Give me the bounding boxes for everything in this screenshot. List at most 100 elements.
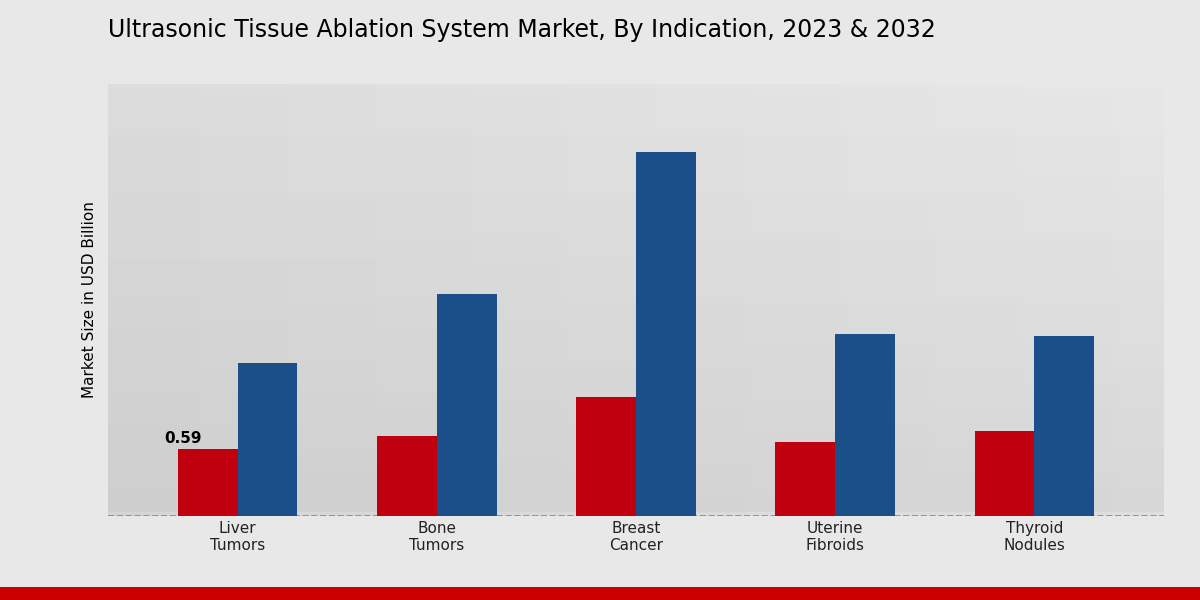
Bar — [372, 84, 379, 516]
Bar — [1037, 84, 1045, 516]
Bar — [108, 218, 1164, 227]
Bar — [636, 84, 643, 516]
Bar — [108, 192, 1164, 200]
Bar — [878, 84, 887, 516]
Bar — [420, 84, 427, 516]
Bar — [678, 84, 685, 516]
Bar — [1034, 337, 1094, 516]
Bar — [647, 84, 654, 516]
Bar — [288, 84, 295, 516]
Bar — [108, 88, 1164, 97]
Bar — [842, 84, 850, 516]
Bar — [108, 438, 1164, 447]
Bar — [588, 84, 596, 516]
Bar — [108, 408, 1164, 416]
Bar — [108, 231, 1164, 239]
Bar — [1027, 84, 1034, 516]
Bar — [108, 347, 1164, 356]
Bar — [108, 455, 1164, 464]
Bar — [108, 352, 1164, 361]
Bar — [737, 84, 744, 516]
Bar — [108, 283, 1164, 292]
Bar — [964, 84, 971, 516]
Bar — [108, 443, 1164, 451]
Bar — [847, 84, 854, 516]
Bar — [557, 84, 564, 516]
Bar — [658, 84, 665, 516]
Bar — [578, 84, 586, 516]
Bar — [488, 84, 496, 516]
Bar — [1054, 84, 1061, 516]
Bar — [203, 84, 210, 516]
Bar — [108, 308, 1164, 317]
Bar — [953, 84, 960, 516]
Bar — [984, 84, 992, 516]
Bar — [922, 84, 929, 516]
Bar — [108, 274, 1164, 283]
Bar — [383, 84, 390, 516]
Bar — [108, 447, 1164, 455]
Bar — [1063, 84, 1072, 516]
Bar — [182, 84, 190, 516]
Bar — [108, 473, 1164, 481]
Bar — [979, 84, 986, 516]
Bar — [515, 84, 522, 516]
Bar — [810, 84, 817, 516]
Bar — [757, 84, 764, 516]
Bar — [473, 84, 480, 516]
Bar — [1043, 84, 1050, 516]
Bar — [108, 317, 1164, 326]
Bar — [995, 84, 1002, 516]
Bar — [594, 84, 601, 516]
Bar — [430, 84, 438, 516]
Bar — [108, 175, 1164, 184]
Bar — [905, 84, 913, 516]
Bar — [446, 84, 454, 516]
Bar — [108, 330, 1164, 339]
Bar — [576, 397, 636, 516]
Bar — [1016, 84, 1024, 516]
Bar — [108, 166, 1164, 175]
Bar — [108, 278, 1164, 287]
Bar — [1074, 84, 1081, 516]
Bar — [394, 84, 401, 516]
Bar — [974, 84, 982, 516]
Bar — [535, 84, 544, 516]
Bar — [108, 322, 1164, 330]
Bar — [108, 404, 1164, 412]
Bar — [108, 386, 1164, 395]
Bar — [108, 80, 1164, 88]
Bar — [478, 84, 485, 516]
Bar — [572, 84, 580, 516]
Bar — [1122, 84, 1129, 516]
Bar — [852, 84, 860, 516]
Bar — [1096, 84, 1103, 516]
Bar — [240, 84, 247, 516]
Bar — [1127, 84, 1134, 516]
Bar — [108, 369, 1164, 378]
Bar — [911, 84, 918, 516]
Bar — [108, 477, 1164, 486]
Bar — [546, 84, 553, 516]
Bar — [779, 84, 786, 516]
Bar — [108, 469, 1164, 477]
Bar — [108, 205, 1164, 214]
Bar — [176, 84, 184, 516]
Bar — [108, 101, 1164, 110]
Bar — [277, 84, 284, 516]
Bar — [108, 170, 1164, 179]
Bar — [324, 84, 332, 516]
Bar — [108, 110, 1164, 119]
Bar — [652, 84, 659, 516]
Bar — [1159, 84, 1166, 516]
Bar — [108, 222, 1164, 231]
Bar — [108, 184, 1164, 192]
Bar — [1111, 84, 1118, 516]
Bar — [440, 84, 448, 516]
Bar — [568, 84, 575, 516]
Bar — [108, 481, 1164, 490]
Bar — [863, 84, 870, 516]
Bar — [367, 84, 374, 516]
Bar — [108, 434, 1164, 443]
Bar — [108, 304, 1164, 313]
